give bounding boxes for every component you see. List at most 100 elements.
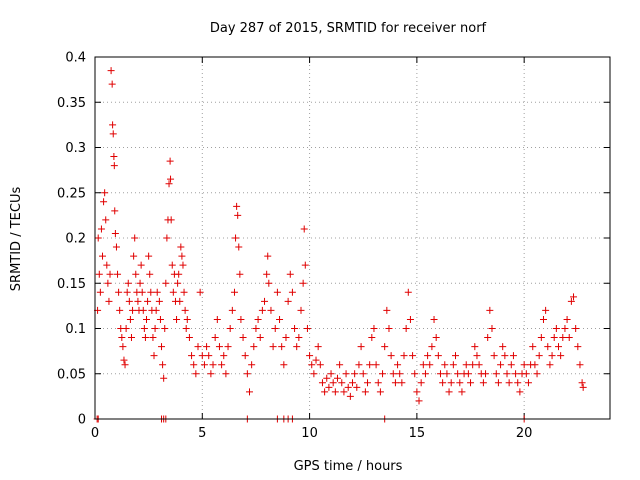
data-point xyxy=(550,334,558,342)
data-point xyxy=(364,379,372,387)
data-point xyxy=(353,383,361,391)
data-point xyxy=(383,306,391,314)
data-point xyxy=(146,270,154,278)
data-point xyxy=(419,361,427,369)
data-point xyxy=(180,288,188,296)
axis-ticks: 0 5 10 15 20 0 0.05 0.1 0.15 0.2 0.25 0.3 0.35 0.4 xyxy=(57,51,610,441)
data-point xyxy=(357,343,365,351)
data-point xyxy=(143,315,150,323)
data-point xyxy=(167,216,175,224)
data-point xyxy=(340,388,348,396)
data-point xyxy=(107,67,115,75)
data-point xyxy=(424,352,432,360)
data-point xyxy=(436,370,444,378)
data-point xyxy=(183,315,191,323)
data-point xyxy=(121,361,129,369)
data-point xyxy=(224,343,232,351)
data-point xyxy=(118,334,126,342)
data-point xyxy=(434,352,442,360)
data-point xyxy=(509,352,517,360)
data-point xyxy=(271,325,279,332)
data-point xyxy=(349,379,356,387)
y-tick-label: 0.1 xyxy=(65,322,86,337)
data-point xyxy=(318,379,326,387)
data-point xyxy=(462,361,470,369)
data-point xyxy=(161,325,169,332)
data-point xyxy=(228,306,236,314)
data-point xyxy=(524,379,532,387)
data-point xyxy=(153,288,161,296)
data-point xyxy=(413,388,421,396)
data-point xyxy=(452,352,459,360)
grid-lines xyxy=(95,57,610,419)
data-point xyxy=(579,383,587,391)
data-point xyxy=(130,252,138,260)
data-point xyxy=(110,162,118,170)
data-point xyxy=(449,361,457,369)
data-point xyxy=(370,325,378,332)
x-tick-label: 10 xyxy=(301,426,318,441)
data-point xyxy=(344,383,352,391)
data-point xyxy=(361,388,369,396)
data-point xyxy=(166,157,174,165)
data-point xyxy=(336,361,344,369)
data-point xyxy=(475,361,483,369)
data-point xyxy=(389,370,397,378)
data-point xyxy=(196,288,204,296)
data-point xyxy=(254,315,262,323)
data-point xyxy=(218,361,226,369)
data-point xyxy=(301,261,309,269)
data-point xyxy=(134,297,142,305)
data-point xyxy=(430,315,438,323)
data-point xyxy=(100,198,108,206)
data-point xyxy=(179,261,187,269)
data-point xyxy=(108,80,116,88)
data-point xyxy=(97,225,105,233)
y-tick-label: 0.4 xyxy=(65,51,86,66)
data-point xyxy=(246,388,253,396)
data-point xyxy=(372,361,380,369)
data-point xyxy=(192,370,200,378)
data-point xyxy=(156,315,164,323)
data-point xyxy=(291,325,299,332)
data-point xyxy=(122,325,130,332)
data-point xyxy=(190,361,198,369)
data-point xyxy=(203,343,211,351)
data-point xyxy=(445,388,453,396)
data-point xyxy=(198,352,206,360)
data-point xyxy=(145,252,153,260)
data-point xyxy=(308,361,316,369)
data-point xyxy=(402,325,410,332)
data-point xyxy=(188,352,196,360)
data-point xyxy=(160,374,168,382)
data-point xyxy=(126,315,134,323)
plot-frame xyxy=(94,56,611,420)
y-tick-label: 0.15 xyxy=(57,277,86,292)
x-axis-label: GPS time / hours xyxy=(294,459,403,474)
data-point xyxy=(507,361,515,369)
x-tick-label: 15 xyxy=(409,426,426,441)
data-point xyxy=(150,352,158,360)
data-point xyxy=(261,297,269,305)
x-tick-label: 5 xyxy=(198,426,206,441)
data-point xyxy=(176,297,184,305)
data-point xyxy=(158,343,166,351)
data-point xyxy=(428,343,436,351)
data-point xyxy=(486,306,494,314)
data-point xyxy=(284,297,292,305)
data-point xyxy=(432,334,440,342)
data-point xyxy=(323,374,331,382)
data-point xyxy=(555,343,562,351)
data-point xyxy=(159,361,167,369)
data-point xyxy=(250,343,258,351)
data-point xyxy=(520,361,528,369)
data-point xyxy=(300,225,308,233)
data-point xyxy=(269,343,277,351)
data-point xyxy=(144,297,152,305)
data-point xyxy=(105,297,113,305)
data-point xyxy=(464,370,472,378)
data-point xyxy=(109,130,117,138)
data-point xyxy=(181,306,189,314)
data-point xyxy=(129,306,137,314)
